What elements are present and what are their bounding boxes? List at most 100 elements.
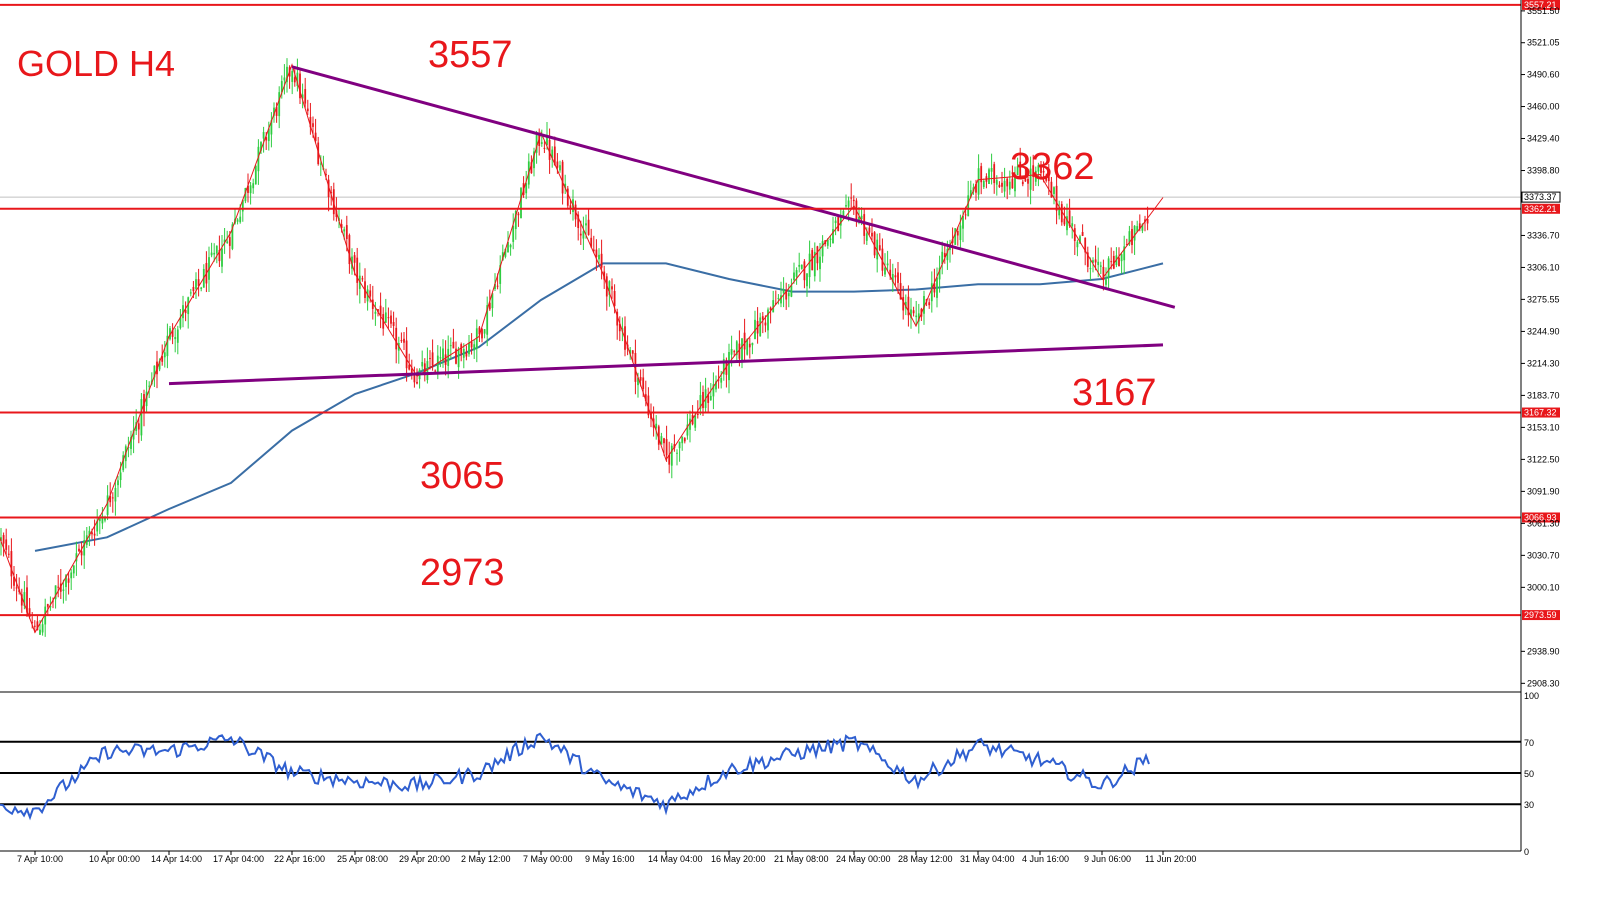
candle-body [600, 253, 603, 268]
candle-body [1079, 236, 1081, 244]
candle-body [676, 452, 678, 454]
candle-body [265, 137, 268, 141]
candle-body [70, 572, 73, 579]
candle-body [954, 228, 957, 245]
candle-body [819, 256, 821, 270]
candle-body [730, 349, 733, 355]
price-tick-label: 3275.55 [1527, 294, 1560, 304]
candle-body [236, 219, 239, 222]
candle-body [241, 200, 244, 212]
candle-body [387, 317, 390, 319]
candle-body [57, 586, 60, 588]
candle-body [218, 250, 221, 262]
price-tick-label: 3551.50 [1527, 6, 1560, 16]
candle-body [332, 189, 335, 215]
candle-body [975, 183, 977, 193]
candle-body [304, 89, 307, 104]
candle-body [808, 253, 811, 278]
candle-body [423, 363, 426, 376]
candle-body [1089, 268, 1092, 270]
candle-body [912, 310, 915, 314]
price-tick-label: 3521.05 [1527, 38, 1560, 48]
candle-body [1042, 170, 1045, 173]
candle-body [689, 418, 691, 430]
time-tick-label: 9 May 16:00 [585, 854, 635, 864]
candle-body [543, 147, 546, 149]
candle-body [790, 285, 793, 297]
candle-body [663, 438, 665, 444]
candle-body [1112, 255, 1115, 269]
candle-body [579, 233, 582, 236]
price-tick-label: 3460.00 [1527, 102, 1560, 112]
candle-body [361, 278, 364, 280]
candle-body [1053, 187, 1055, 195]
candle-body [1006, 178, 1009, 187]
candle-body [405, 340, 408, 369]
candle-body [195, 279, 197, 289]
candle-body [717, 379, 720, 381]
candle-body [390, 315, 392, 324]
candle-body [798, 264, 801, 267]
candle-body [891, 274, 894, 283]
candle-body [340, 224, 343, 229]
candle-body [956, 230, 959, 236]
candle-body [847, 200, 850, 207]
candle-body [566, 188, 569, 206]
candle-body [761, 316, 764, 320]
candle-body [379, 305, 382, 317]
time-tick-label: 25 Apr 08:00 [337, 854, 388, 864]
candle-body [1141, 224, 1144, 231]
candle-body [980, 166, 983, 183]
candle-body [426, 361, 429, 381]
candle-body [280, 81, 283, 93]
candle-body [96, 520, 99, 532]
candle-body [1102, 266, 1105, 281]
candle-body [728, 351, 730, 381]
candle-body [26, 587, 28, 613]
level-tag-label: 3362.21 [1524, 204, 1557, 214]
candle-body [1060, 204, 1063, 223]
candle-body [135, 422, 138, 432]
price-tick-label: 3061.30 [1527, 518, 1560, 528]
candle-body [132, 429, 135, 440]
candle-body [301, 94, 304, 99]
candle-body [434, 370, 437, 372]
candle-body [860, 215, 863, 219]
candle-body [894, 275, 897, 278]
candle-body [660, 436, 663, 445]
candle-body [80, 551, 83, 556]
candle-body [488, 302, 491, 310]
rsi-tick-label: 100 [1524, 691, 1539, 701]
candle-body [871, 232, 873, 237]
candle-body [733, 351, 736, 353]
candle-body [910, 309, 912, 318]
candle-body [1003, 180, 1006, 192]
candle-body [517, 213, 520, 216]
candle-body [839, 215, 842, 226]
candle-body [657, 426, 660, 445]
candle-body [767, 309, 769, 331]
candle-body [343, 229, 346, 232]
annotation-3167: 3167 [1072, 372, 1157, 414]
candle-body [499, 265, 502, 284]
candle-body [816, 246, 819, 264]
candle-body [13, 576, 15, 586]
candle-body [1097, 261, 1100, 266]
candle-body [473, 344, 476, 351]
candle-body [130, 437, 132, 449]
candle-body [577, 214, 580, 229]
candle-body [163, 352, 166, 358]
candle-body [743, 332, 746, 350]
candle-body [683, 438, 686, 442]
candle-body [36, 621, 39, 631]
rsi-line [0, 732, 1150, 821]
candle-body [312, 123, 314, 127]
candle-body [813, 251, 816, 277]
price-tick-label: 3336.70 [1527, 230, 1560, 240]
candle-body [696, 413, 699, 415]
candle-body [1016, 166, 1019, 176]
candle-body [946, 248, 949, 261]
candle-body [1144, 219, 1146, 222]
